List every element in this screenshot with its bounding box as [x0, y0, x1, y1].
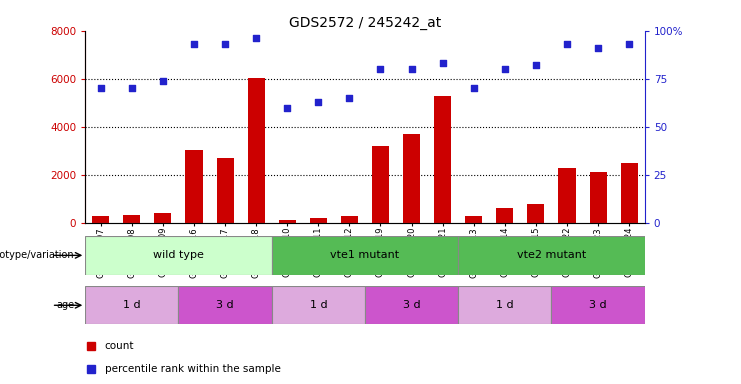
Bar [496, 208, 514, 223]
Text: vte1 mutant: vte1 mutant [330, 250, 399, 260]
Point [282, 104, 293, 111]
Bar [92, 215, 110, 223]
Text: vte2 mutant: vte2 mutant [516, 250, 586, 260]
Text: 3 d: 3 d [589, 300, 607, 310]
Bar [85, 286, 179, 324]
Text: 1 d: 1 d [310, 300, 327, 310]
Text: 3 d: 3 d [216, 300, 234, 310]
Point [468, 85, 479, 91]
Bar [528, 204, 545, 223]
Point [499, 66, 511, 72]
Bar [85, 236, 272, 275]
Bar [216, 158, 233, 223]
Bar [154, 213, 171, 223]
Point [219, 41, 231, 47]
Bar [341, 216, 358, 223]
Bar [559, 167, 576, 223]
Bar [272, 236, 458, 275]
Title: GDS2572 / 245242_at: GDS2572 / 245242_at [289, 16, 441, 30]
Bar [185, 149, 202, 223]
Point [561, 41, 573, 47]
Point [250, 35, 262, 41]
Bar [620, 163, 638, 223]
Bar [403, 134, 420, 223]
Bar [365, 286, 458, 324]
Text: count: count [104, 341, 134, 351]
Point [157, 78, 169, 84]
Point [95, 85, 107, 91]
Point [436, 60, 448, 66]
Bar [310, 218, 327, 223]
Point [126, 85, 138, 91]
Bar [179, 286, 272, 324]
Point [374, 66, 386, 72]
Point [344, 95, 356, 101]
Bar [272, 286, 365, 324]
Point [530, 62, 542, 68]
Text: 1 d: 1 d [496, 300, 514, 310]
Point [188, 41, 200, 47]
Text: 1 d: 1 d [123, 300, 141, 310]
Text: wild type: wild type [153, 250, 204, 260]
Text: genotype/variation: genotype/variation [0, 250, 74, 260]
Bar [434, 96, 451, 223]
Bar [123, 215, 140, 223]
Text: 3 d: 3 d [403, 300, 420, 310]
Bar [465, 216, 482, 223]
Bar [372, 146, 389, 223]
Bar [590, 172, 607, 223]
Text: percentile rank within the sample: percentile rank within the sample [104, 364, 281, 374]
Bar [458, 236, 645, 275]
Bar [247, 78, 265, 223]
Point [623, 41, 635, 47]
Point [313, 99, 325, 105]
Bar [458, 286, 551, 324]
Bar [551, 286, 645, 324]
Point [592, 45, 604, 51]
Point [405, 66, 417, 72]
Text: age: age [56, 300, 74, 310]
Bar [279, 220, 296, 223]
